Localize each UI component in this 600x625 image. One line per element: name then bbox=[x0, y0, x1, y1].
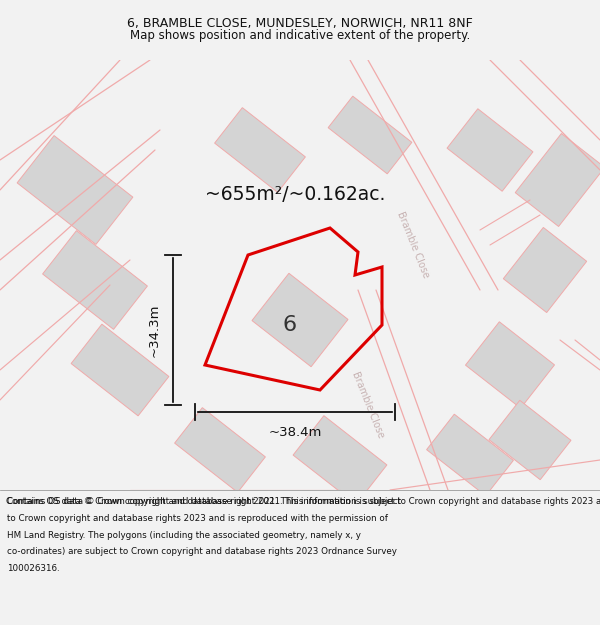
Text: Bramble Close: Bramble Close bbox=[395, 210, 431, 280]
Polygon shape bbox=[466, 322, 554, 408]
Text: 6, BRAMBLE CLOSE, MUNDESLEY, NORWICH, NR11 8NF: 6, BRAMBLE CLOSE, MUNDESLEY, NORWICH, NR… bbox=[127, 18, 473, 31]
Polygon shape bbox=[515, 134, 600, 226]
Polygon shape bbox=[215, 107, 305, 192]
Text: 100026316.: 100026316. bbox=[7, 564, 60, 573]
Text: ~655m²/~0.162ac.: ~655m²/~0.162ac. bbox=[205, 186, 385, 204]
Text: Bramble Close: Bramble Close bbox=[350, 370, 386, 440]
Text: co-ordinates) are subject to Crown copyright and database rights 2023 Ordnance S: co-ordinates) are subject to Crown copyr… bbox=[7, 548, 397, 556]
Polygon shape bbox=[43, 231, 148, 329]
Polygon shape bbox=[293, 416, 387, 504]
Text: 6: 6 bbox=[283, 315, 297, 335]
Polygon shape bbox=[328, 96, 412, 174]
Text: Contains OS data © Crown copyright and database right 2021. This information is : Contains OS data © Crown copyright and d… bbox=[6, 497, 600, 506]
Polygon shape bbox=[175, 408, 265, 492]
Polygon shape bbox=[252, 273, 348, 367]
Text: ~38.4m: ~38.4m bbox=[268, 426, 322, 439]
Polygon shape bbox=[427, 414, 514, 496]
Polygon shape bbox=[17, 136, 133, 244]
Text: ~34.3m: ~34.3m bbox=[148, 303, 161, 357]
Text: Map shows position and indicative extent of the property.: Map shows position and indicative extent… bbox=[130, 29, 470, 42]
Polygon shape bbox=[71, 324, 169, 416]
Text: to Crown copyright and database rights 2023 and is reproduced with the permissio: to Crown copyright and database rights 2… bbox=[7, 514, 388, 522]
Text: HM Land Registry. The polygons (including the associated geometry, namely x, y: HM Land Registry. The polygons (includin… bbox=[7, 531, 361, 539]
Polygon shape bbox=[503, 228, 587, 312]
Polygon shape bbox=[447, 109, 533, 191]
Text: Contains OS data © Crown copyright and database right 2021. This information is : Contains OS data © Crown copyright and d… bbox=[7, 497, 401, 506]
Polygon shape bbox=[489, 400, 571, 480]
